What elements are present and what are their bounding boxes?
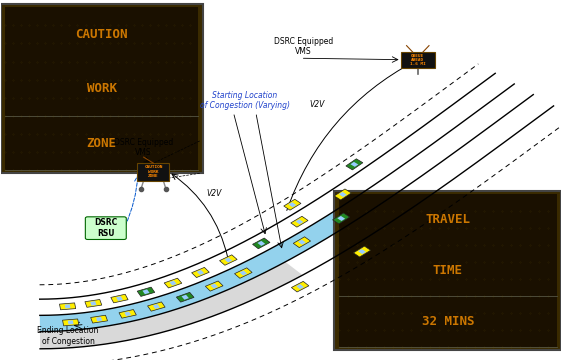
Text: DSRC Equipped
VMS: DSRC Equipped VMS xyxy=(114,138,173,157)
Polygon shape xyxy=(293,237,311,248)
Polygon shape xyxy=(257,241,265,246)
Polygon shape xyxy=(210,283,218,288)
Polygon shape xyxy=(176,292,194,302)
Polygon shape xyxy=(116,296,123,301)
Polygon shape xyxy=(234,268,252,278)
Polygon shape xyxy=(153,304,160,309)
Polygon shape xyxy=(291,216,308,227)
Polygon shape xyxy=(68,320,74,325)
Text: Starting Location
of Congestion (Varying): Starting Location of Congestion (Varying… xyxy=(200,91,289,110)
Polygon shape xyxy=(296,219,303,224)
Polygon shape xyxy=(164,278,182,288)
Text: QUEUE
AHEAD
1.6 MI: QUEUE AHEAD 1.6 MI xyxy=(410,53,425,66)
Text: WORK: WORK xyxy=(87,82,116,95)
FancyBboxPatch shape xyxy=(401,52,434,68)
Polygon shape xyxy=(358,249,366,254)
Polygon shape xyxy=(96,317,102,321)
Polygon shape xyxy=(252,238,270,249)
Polygon shape xyxy=(197,270,204,275)
Text: DSRC
RSU: DSRC RSU xyxy=(94,218,117,238)
Polygon shape xyxy=(337,216,345,221)
FancyBboxPatch shape xyxy=(334,191,561,349)
Polygon shape xyxy=(40,206,360,331)
Text: V2V: V2V xyxy=(310,100,325,109)
Polygon shape xyxy=(298,240,306,245)
Polygon shape xyxy=(142,290,149,294)
Text: DSRC Equipped
VMS: DSRC Equipped VMS xyxy=(274,37,333,56)
Polygon shape xyxy=(239,270,247,275)
FancyBboxPatch shape xyxy=(138,163,169,181)
Polygon shape xyxy=(111,294,128,303)
Polygon shape xyxy=(169,280,176,286)
Polygon shape xyxy=(60,303,76,310)
Polygon shape xyxy=(296,284,304,289)
Polygon shape xyxy=(119,309,137,318)
Polygon shape xyxy=(182,295,189,300)
Polygon shape xyxy=(334,189,351,200)
Polygon shape xyxy=(65,304,70,308)
Polygon shape xyxy=(220,255,237,265)
Polygon shape xyxy=(284,199,301,210)
Polygon shape xyxy=(291,281,309,292)
FancyBboxPatch shape xyxy=(5,7,198,170)
Text: CAUTION: CAUTION xyxy=(75,28,128,41)
Text: Ending Location
of Congestion: Ending Location of Congestion xyxy=(37,326,99,345)
Polygon shape xyxy=(90,315,107,323)
Polygon shape xyxy=(148,302,165,311)
Polygon shape xyxy=(346,159,363,170)
Text: TIME: TIME xyxy=(433,264,463,277)
Text: V2V: V2V xyxy=(206,188,221,197)
Polygon shape xyxy=(205,281,223,291)
Polygon shape xyxy=(288,202,296,207)
Text: CAUTION
WORK
ZONE: CAUTION WORK ZONE xyxy=(144,165,162,178)
FancyBboxPatch shape xyxy=(85,217,126,239)
Polygon shape xyxy=(85,300,102,307)
Polygon shape xyxy=(192,268,209,278)
Text: 32 MINS: 32 MINS xyxy=(422,315,474,328)
FancyBboxPatch shape xyxy=(1,4,202,173)
Polygon shape xyxy=(124,312,131,316)
Polygon shape xyxy=(90,301,97,306)
Polygon shape xyxy=(224,257,232,262)
FancyBboxPatch shape xyxy=(339,194,557,347)
Text: ZONE: ZONE xyxy=(87,137,116,150)
Text: TRAVEL: TRAVEL xyxy=(425,213,470,226)
Polygon shape xyxy=(62,319,79,326)
Polygon shape xyxy=(339,192,347,197)
Polygon shape xyxy=(40,262,302,349)
Polygon shape xyxy=(333,213,350,224)
Polygon shape xyxy=(137,287,155,296)
Polygon shape xyxy=(353,246,371,257)
Polygon shape xyxy=(351,162,359,167)
